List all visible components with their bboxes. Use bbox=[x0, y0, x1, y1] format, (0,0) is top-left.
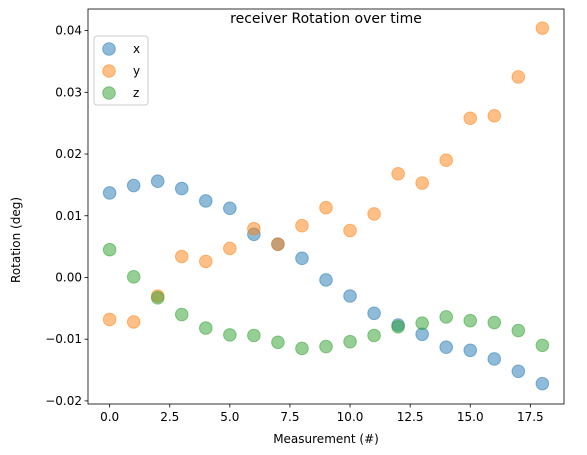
data-point-x-10 bbox=[343, 289, 357, 303]
x-tick-label: 10.0 bbox=[337, 410, 364, 424]
x-tick-label: 5.0 bbox=[220, 410, 239, 424]
data-point-x-1 bbox=[126, 178, 141, 193]
data-point-z-1 bbox=[126, 270, 141, 284]
data-point-z-12 bbox=[391, 320, 405, 334]
data-point-z-13 bbox=[415, 316, 429, 330]
data-point-x-15 bbox=[463, 343, 478, 358]
data-point-z-17 bbox=[511, 323, 526, 338]
x-tick-label: 17.5 bbox=[517, 410, 544, 424]
data-point-z-10 bbox=[343, 334, 357, 349]
legend-label-x: x bbox=[133, 42, 140, 56]
plot-frame bbox=[87, 8, 565, 405]
x-tick-label: 12.5 bbox=[397, 410, 424, 424]
y-axis: −0.02 −0.01 0.00 0.01 0.02 0.03 0.04 bbox=[45, 24, 88, 408]
data-point-x-17 bbox=[511, 364, 526, 379]
data-point-z-16 bbox=[487, 315, 502, 330]
data-point-z-0 bbox=[102, 242, 117, 257]
data-point-x-5 bbox=[223, 201, 237, 216]
data-point-x-8 bbox=[295, 251, 309, 266]
y-tick-label: −0.02 bbox=[45, 394, 82, 408]
data-point-z-6 bbox=[247, 328, 261, 343]
data-point-y-5 bbox=[223, 241, 237, 256]
data-point-z-14 bbox=[439, 310, 454, 324]
x-tick-label: 0.0 bbox=[100, 410, 119, 424]
data-point-y-16 bbox=[487, 108, 502, 123]
data-point-z-5 bbox=[223, 328, 237, 342]
data-point-y-14 bbox=[439, 153, 454, 168]
data-point-z-8 bbox=[295, 341, 309, 356]
legend-marker-z bbox=[102, 86, 116, 100]
data-point-y-1 bbox=[126, 315, 141, 329]
y-tick-label: 0.03 bbox=[55, 85, 82, 99]
y-tick-label: 0.01 bbox=[55, 209, 82, 223]
y-tick-label: 0.02 bbox=[55, 147, 82, 161]
data-point-y-17 bbox=[511, 70, 526, 84]
x-axis-label: Measurement (#) bbox=[273, 432, 379, 446]
data-point-x-14 bbox=[439, 340, 454, 355]
legend-label-y: y bbox=[133, 64, 140, 78]
data-points bbox=[102, 21, 550, 391]
data-point-z-11 bbox=[367, 328, 381, 343]
data-point-x-3 bbox=[174, 181, 189, 196]
data-point-z-3 bbox=[174, 307, 189, 322]
data-point-y-3 bbox=[174, 249, 189, 264]
data-point-y-10 bbox=[343, 223, 357, 238]
data-point-y-4 bbox=[198, 254, 213, 269]
data-point-x-18 bbox=[535, 376, 550, 391]
data-point-z-2 bbox=[150, 291, 165, 305]
legend-marker-y bbox=[102, 64, 116, 78]
data-point-y-12 bbox=[391, 166, 405, 181]
data-point-z-4 bbox=[198, 321, 213, 335]
data-point-y-18 bbox=[535, 21, 550, 35]
data-point-z-9 bbox=[319, 339, 333, 354]
data-point-x-4 bbox=[198, 194, 213, 208]
data-point-y-6 bbox=[247, 221, 261, 236]
data-point-x-16 bbox=[487, 352, 502, 366]
data-point-x-11 bbox=[367, 306, 381, 321]
x-axis: 0.0 2.5 5.0 7.5 10.0 12.5 15.0 17.5 bbox=[100, 404, 544, 424]
data-point-z-15 bbox=[463, 313, 478, 328]
data-point-y-9 bbox=[319, 200, 333, 215]
data-point-y-0 bbox=[102, 312, 117, 327]
legend: xyz bbox=[93, 35, 149, 106]
data-point-x-0 bbox=[102, 186, 117, 200]
data-point-x-2 bbox=[150, 174, 165, 188]
data-point-y-8 bbox=[295, 218, 309, 233]
data-point-x-9 bbox=[319, 273, 333, 287]
data-point-y-11 bbox=[367, 207, 381, 221]
legend-marker-x bbox=[102, 42, 116, 56]
x-tick-label: 15.0 bbox=[457, 410, 484, 424]
data-point-z-7 bbox=[271, 335, 285, 350]
data-point-z-18 bbox=[535, 338, 550, 353]
y-tick-label: −0.01 bbox=[45, 332, 82, 346]
chart-title: receiver Rotation over time bbox=[230, 11, 422, 27]
y-axis-label: Rotation (deg) bbox=[9, 197, 23, 283]
x-tick-label: 7.5 bbox=[280, 410, 299, 424]
y-tick-label: 0.00 bbox=[55, 270, 82, 284]
data-point-y-7 bbox=[271, 237, 285, 251]
legend-label-z: z bbox=[133, 86, 139, 100]
y-tick-label: 0.04 bbox=[55, 24, 82, 38]
data-point-y-15 bbox=[463, 111, 478, 126]
x-tick-label: 2.5 bbox=[160, 410, 179, 424]
data-point-y-13 bbox=[415, 176, 429, 190]
